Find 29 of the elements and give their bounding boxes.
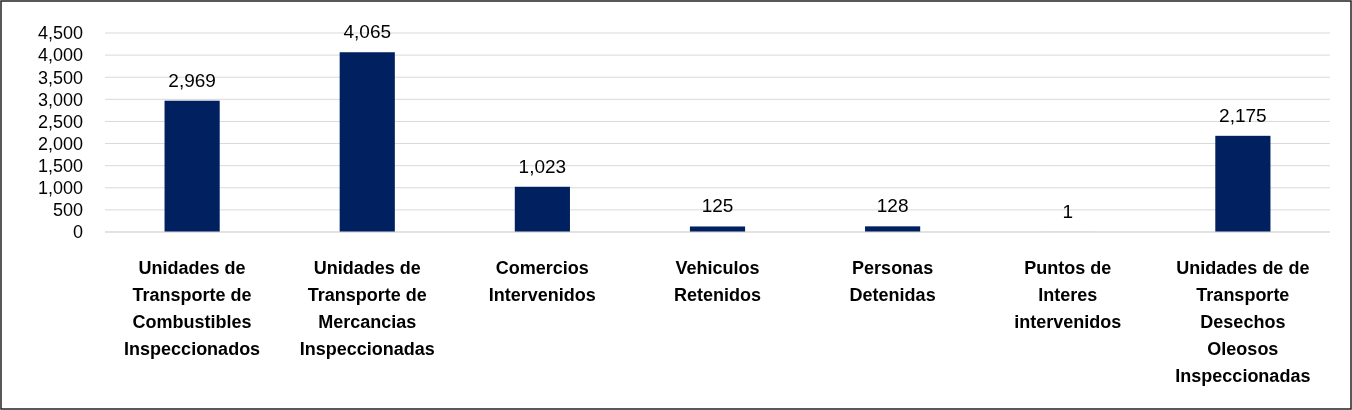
data-label: 125 bbox=[701, 195, 734, 217]
bar bbox=[689, 226, 746, 232]
x-tick-label: Puntos de Interes intervenidos bbox=[1014, 258, 1122, 332]
y-tick-label: 4,500 bbox=[37, 23, 83, 44]
bar bbox=[164, 100, 220, 232]
y-tick-label: 1,500 bbox=[37, 155, 83, 176]
x-tick-label: Unidades de de Transporte Desechos Oleosos Inspeccionadas bbox=[1175, 258, 1311, 386]
y-tick-label: 4,000 bbox=[37, 45, 83, 66]
x-tick-label: Vehiculos Retenidos bbox=[673, 258, 762, 305]
data-label: 2,175 bbox=[1219, 104, 1267, 126]
y-tick-label: 500 bbox=[52, 200, 83, 221]
bar bbox=[1215, 135, 1271, 232]
data-label: 4,065 bbox=[343, 21, 392, 43]
y-tick-label: 2,000 bbox=[37, 133, 83, 154]
data-label: 2,969 bbox=[168, 69, 216, 91]
bar bbox=[514, 186, 570, 232]
x-tick-label: Personas Detenidas bbox=[849, 258, 936, 305]
y-tick-label: 1,000 bbox=[37, 178, 83, 199]
y-tick-label: 3,000 bbox=[37, 89, 83, 110]
bar bbox=[339, 52, 395, 232]
y-tick-label: 3,500 bbox=[37, 67, 83, 88]
x-tick-label: Comercios Intervenidos bbox=[488, 258, 596, 305]
x-tick-label: Unidades de Transporte de Mercancias Inspeccionadas bbox=[299, 258, 435, 359]
data-label: 128 bbox=[876, 195, 909, 217]
y-tick-label: 0 bbox=[72, 222, 83, 243]
data-label: 1,023 bbox=[518, 155, 567, 177]
x-tick-label: Unidades de Transporte de Combustibles Inspeccionados bbox=[124, 258, 261, 359]
y-tick-label: 2,500 bbox=[37, 111, 83, 132]
data-label: 1 bbox=[1062, 200, 1074, 222]
